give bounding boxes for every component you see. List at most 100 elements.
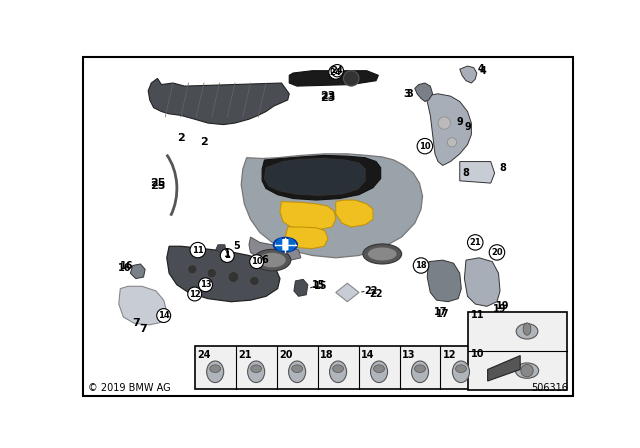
Text: 19: 19: [495, 302, 509, 311]
Polygon shape: [289, 71, 378, 86]
Polygon shape: [262, 155, 381, 200]
Circle shape: [344, 71, 359, 86]
Text: 21: 21: [469, 238, 481, 247]
Ellipse shape: [523, 323, 531, 335]
Circle shape: [220, 249, 234, 263]
Polygon shape: [131, 264, 145, 279]
Circle shape: [228, 271, 239, 282]
Text: 24: 24: [330, 68, 342, 77]
Circle shape: [329, 65, 343, 79]
Ellipse shape: [374, 365, 385, 373]
Text: 15: 15: [312, 280, 326, 290]
Ellipse shape: [456, 365, 467, 373]
Polygon shape: [460, 162, 495, 183]
Text: 8: 8: [499, 163, 506, 173]
Text: 3: 3: [406, 89, 413, 99]
Text: 14: 14: [158, 311, 170, 320]
Ellipse shape: [259, 252, 286, 268]
Ellipse shape: [367, 247, 397, 261]
Text: 11: 11: [470, 310, 484, 320]
Text: 8: 8: [463, 168, 469, 178]
Circle shape: [188, 287, 202, 301]
Text: 10: 10: [419, 142, 431, 151]
Text: 9: 9: [464, 122, 471, 132]
Text: 7: 7: [140, 324, 147, 334]
Text: 12: 12: [443, 350, 456, 360]
Text: 14: 14: [361, 350, 374, 360]
Text: 20: 20: [491, 248, 503, 257]
Circle shape: [250, 255, 264, 269]
Text: 2: 2: [200, 137, 208, 147]
Text: 506316: 506316: [531, 383, 568, 392]
FancyBboxPatch shape: [195, 346, 481, 389]
Text: 17: 17: [434, 307, 447, 317]
Wedge shape: [289, 238, 296, 252]
Text: 12: 12: [189, 289, 200, 298]
Text: © 2019 BMW AG: © 2019 BMW AG: [88, 383, 170, 392]
Polygon shape: [119, 286, 167, 325]
Text: 17: 17: [436, 309, 449, 319]
Text: 3: 3: [404, 89, 410, 99]
Polygon shape: [425, 94, 472, 165]
Text: 11: 11: [192, 246, 204, 254]
Polygon shape: [465, 258, 500, 306]
Circle shape: [198, 278, 212, 292]
Ellipse shape: [333, 365, 344, 373]
Polygon shape: [280, 202, 336, 229]
Polygon shape: [415, 83, 433, 102]
Text: 9: 9: [456, 116, 463, 126]
Circle shape: [331, 65, 344, 77]
Ellipse shape: [207, 361, 224, 383]
Circle shape: [250, 276, 259, 285]
Polygon shape: [294, 280, 308, 296]
Ellipse shape: [210, 365, 221, 373]
Ellipse shape: [415, 365, 426, 373]
Polygon shape: [216, 245, 226, 252]
Ellipse shape: [452, 361, 470, 383]
Ellipse shape: [274, 238, 297, 252]
Circle shape: [467, 235, 483, 250]
Text: 1: 1: [224, 251, 230, 260]
Text: 18: 18: [320, 350, 333, 360]
Circle shape: [521, 365, 533, 377]
Text: 20: 20: [279, 350, 292, 360]
Text: 16: 16: [118, 263, 132, 273]
Text: 21: 21: [238, 350, 252, 360]
Text: 7: 7: [132, 318, 140, 328]
Polygon shape: [167, 246, 280, 302]
Ellipse shape: [516, 323, 538, 339]
Text: 10: 10: [470, 349, 484, 359]
Circle shape: [489, 245, 505, 260]
Text: 4: 4: [479, 66, 486, 76]
Text: 24: 24: [332, 66, 343, 75]
Text: 13: 13: [200, 280, 211, 289]
Ellipse shape: [371, 361, 388, 383]
Text: 10: 10: [251, 257, 262, 266]
Ellipse shape: [289, 361, 306, 383]
Text: 1: 1: [224, 249, 230, 259]
Circle shape: [190, 242, 205, 258]
Polygon shape: [336, 283, 359, 302]
Circle shape: [417, 138, 433, 154]
Polygon shape: [428, 260, 461, 302]
Circle shape: [188, 265, 197, 274]
Text: 15: 15: [314, 281, 327, 291]
Polygon shape: [241, 154, 422, 258]
Polygon shape: [336, 200, 373, 227]
Text: 25: 25: [150, 181, 165, 191]
Text: 19: 19: [493, 304, 507, 314]
Polygon shape: [250, 258, 260, 266]
FancyBboxPatch shape: [467, 312, 566, 390]
Polygon shape: [488, 356, 520, 381]
Text: 24: 24: [197, 350, 211, 360]
Ellipse shape: [292, 365, 303, 373]
Circle shape: [447, 138, 457, 147]
Polygon shape: [285, 227, 328, 249]
Ellipse shape: [248, 361, 265, 383]
Text: 2: 2: [177, 134, 184, 143]
Circle shape: [413, 258, 429, 273]
Text: 16: 16: [120, 260, 133, 271]
Text: 4: 4: [478, 64, 485, 74]
Text: 5: 5: [233, 241, 240, 251]
Circle shape: [207, 269, 216, 278]
